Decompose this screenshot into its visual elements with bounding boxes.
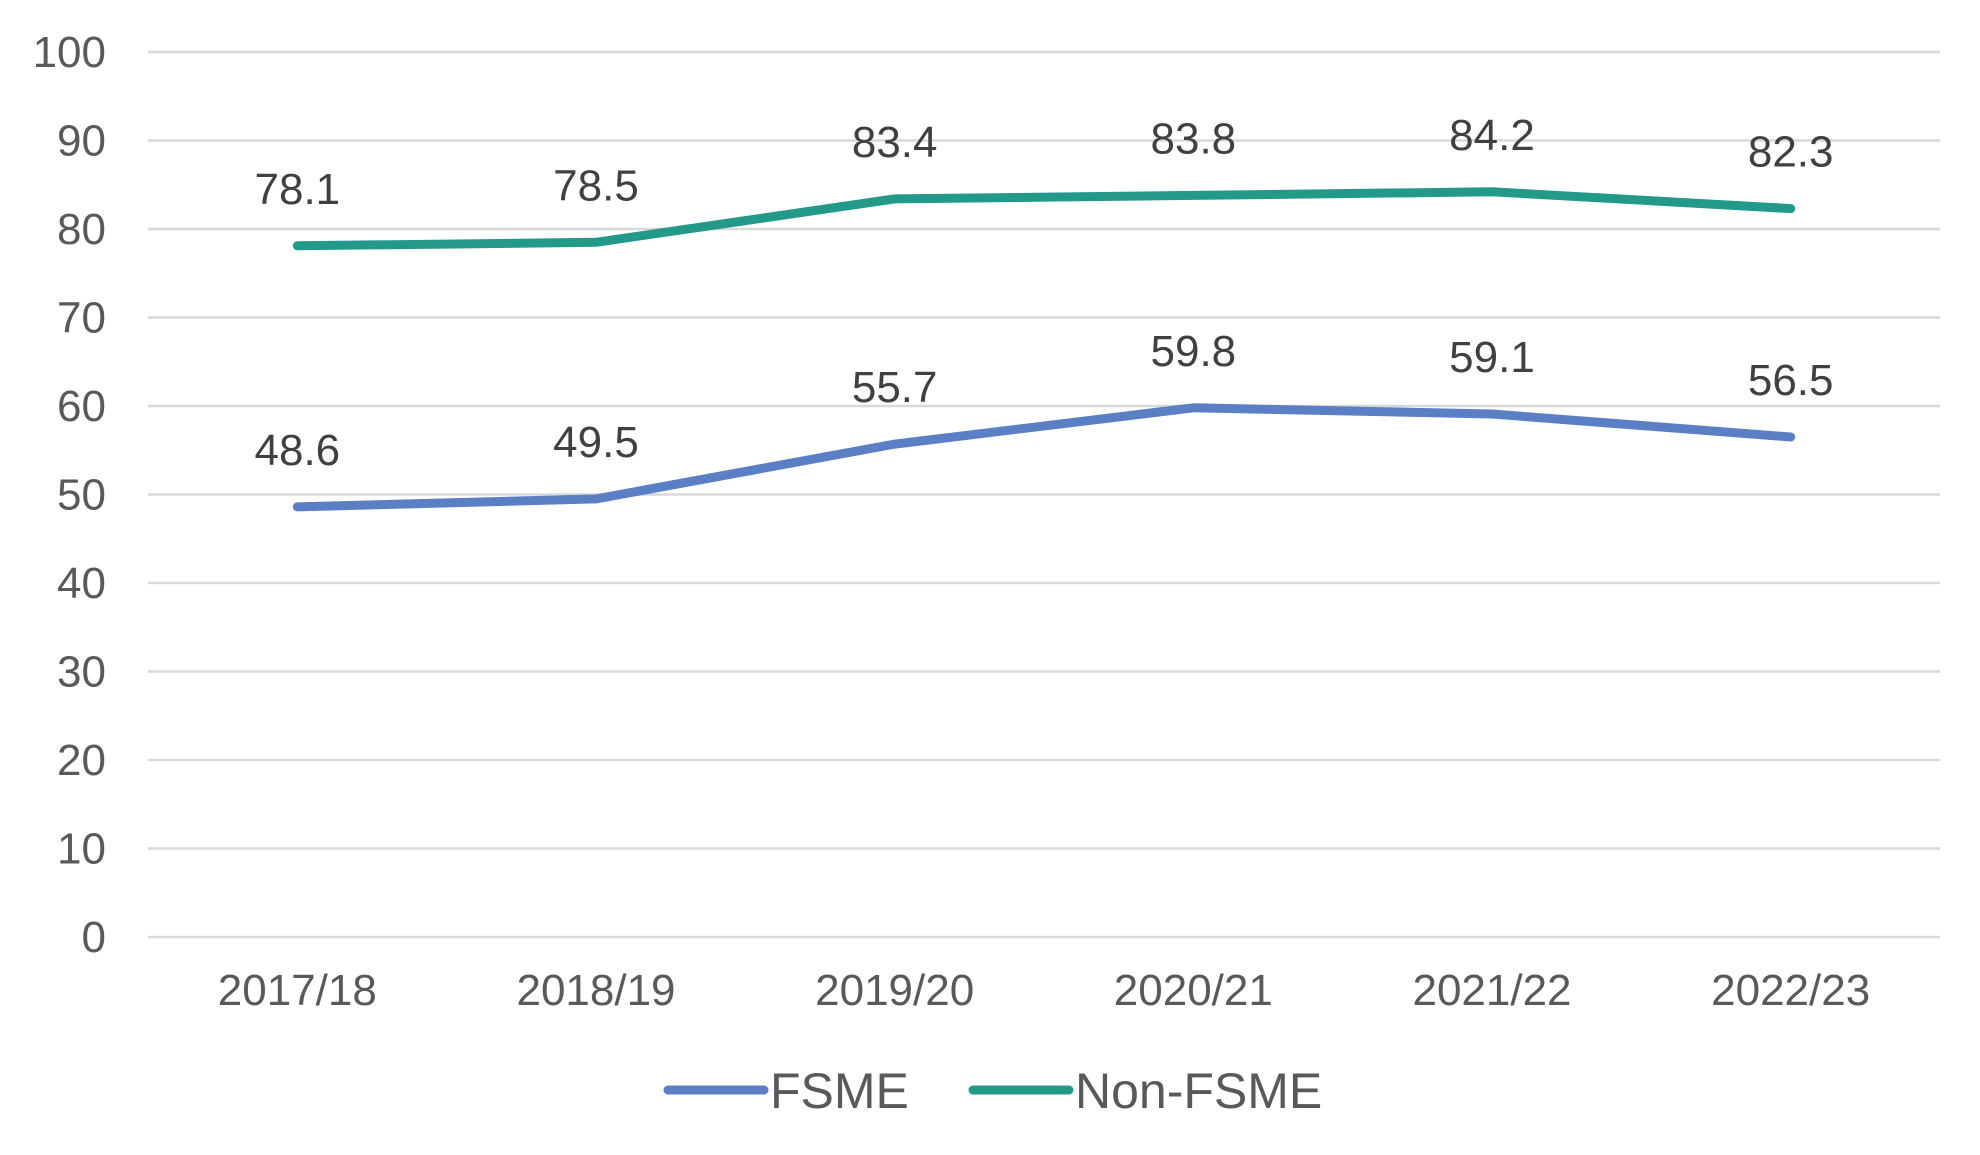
legend-label-fsme: FSME <box>770 1063 909 1119</box>
x-tick-label: 2022/23 <box>1711 966 1870 1015</box>
data-label-fsme: 59.1 <box>1449 333 1535 382</box>
data-label-fsme: 59.8 <box>1151 327 1237 376</box>
data-label-non-fsme: 78.1 <box>255 165 341 214</box>
x-tick-label: 2018/19 <box>516 966 675 1015</box>
data-label-non-fsme: 83.8 <box>1151 114 1237 163</box>
x-tick-label: 2017/18 <box>218 966 377 1015</box>
data-label-non-fsme: 78.5 <box>553 161 639 210</box>
x-tick-label: 2019/20 <box>815 966 974 1015</box>
y-axis-tick-labels: 0 10 20 30 40 50 60 70 80 90 100 <box>33 28 106 962</box>
legend-label-non-fsme: Non-FSME <box>1075 1063 1322 1119</box>
data-label-fsme: 55.7 <box>852 363 938 412</box>
y-tick-label: 60 <box>57 382 106 431</box>
data-label-non-fsme: 84.2 <box>1449 111 1535 160</box>
y-tick-label: 70 <box>57 294 106 343</box>
y-tick-label: 80 <box>57 205 106 254</box>
data-label-non-fsme: 82.3 <box>1748 128 1834 177</box>
y-tick-label: 20 <box>57 736 106 785</box>
series-line-fsme <box>292 403 1796 512</box>
data-labels: 48.6 49.5 55.7 59.8 59.1 56.5 78.1 78.5 83.4 83.8… <box>255 111 1834 475</box>
data-label-fsme: 48.6 <box>255 426 341 475</box>
y-tick-label: 40 <box>57 559 106 608</box>
y-tick-label: 90 <box>57 117 106 166</box>
y-tick-label: 10 <box>57 825 106 874</box>
x-tick-label: 2020/21 <box>1114 966 1273 1015</box>
series-lines <box>292 187 1796 512</box>
data-label-non-fsme: 83.4 <box>852 118 938 167</box>
y-tick-label: 30 <box>57 648 106 697</box>
y-tick-label: 0 <box>82 913 106 962</box>
x-axis-tick-labels: 2017/18 2018/19 2019/20 2020/21 2021/22 2022/… <box>218 966 1870 1015</box>
series-line-non-fsme <box>292 187 1796 251</box>
gridlines <box>148 50 1940 939</box>
data-label-fsme: 56.5 <box>1748 356 1834 405</box>
x-tick-label: 2021/22 <box>1412 966 1571 1015</box>
y-tick-label: 100 <box>33 28 106 77</box>
data-label-fsme: 49.5 <box>553 418 639 467</box>
y-tick-label: 50 <box>57 471 106 520</box>
legend: FSME Non-FSME <box>663 1063 1322 1119</box>
